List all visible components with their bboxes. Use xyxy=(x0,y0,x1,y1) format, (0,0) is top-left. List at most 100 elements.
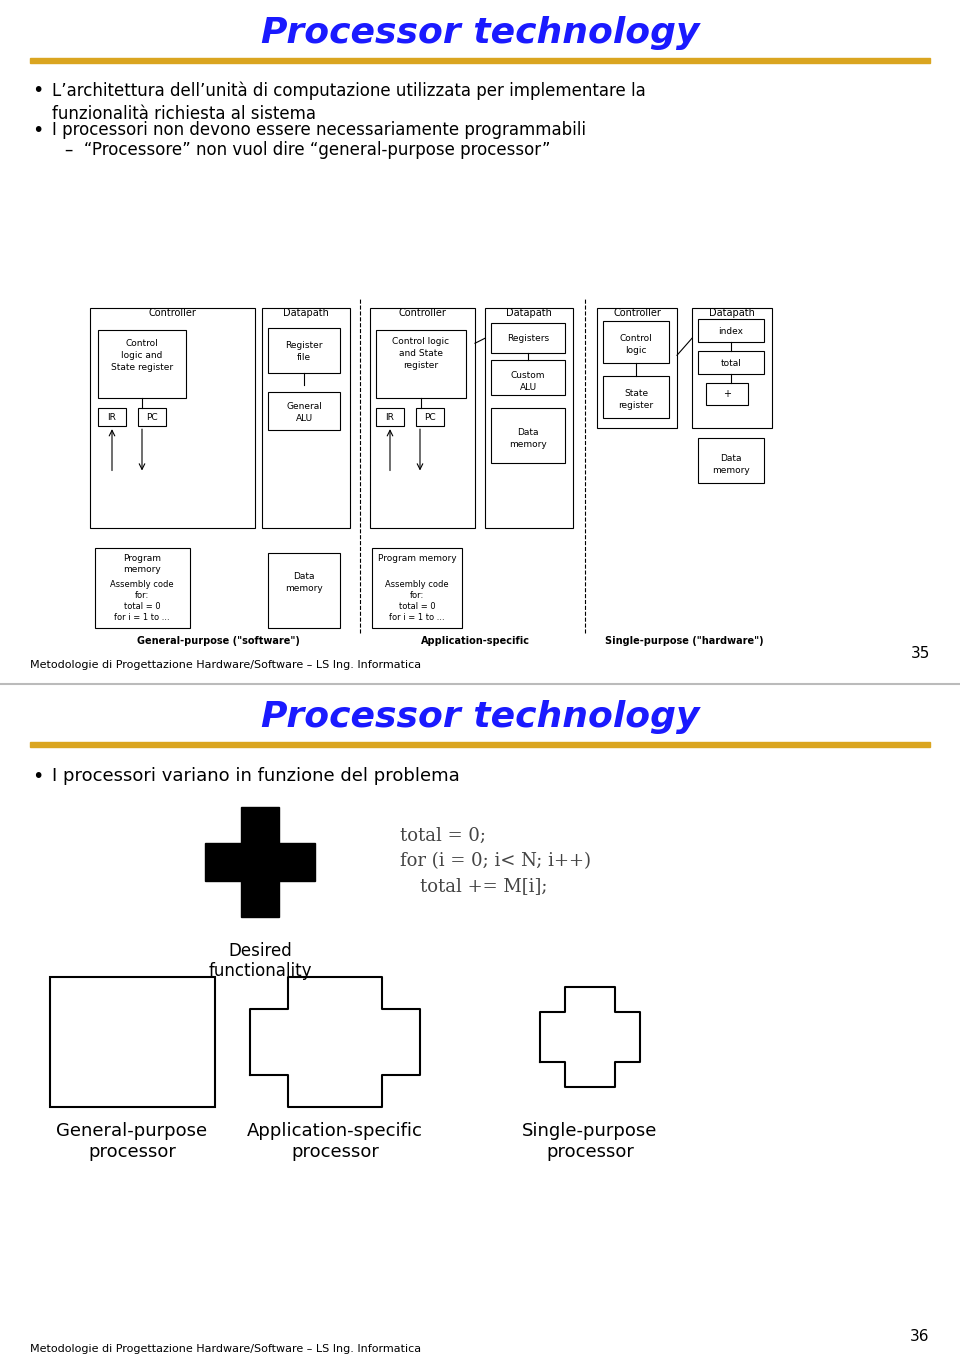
Text: PC: PC xyxy=(424,413,436,422)
Text: I processori variano in funzione del problema: I processori variano in funzione del pro… xyxy=(52,767,460,785)
Bar xyxy=(376,409,404,427)
Text: memory: memory xyxy=(285,584,323,593)
Text: total: total xyxy=(721,358,741,368)
Text: General-purpose ("software"): General-purpose ("software") xyxy=(136,637,300,647)
Text: State register: State register xyxy=(111,362,173,372)
Text: IR: IR xyxy=(386,413,395,422)
Text: for i = 1 to ...: for i = 1 to ... xyxy=(389,612,444,622)
Text: IR: IR xyxy=(108,413,116,422)
Text: General: General xyxy=(286,402,322,411)
Text: Data: Data xyxy=(293,571,315,581)
Text: I processori non devono essere necessariamente programmabili: I processori non devono essere necessari… xyxy=(52,122,586,139)
Text: Processor technology: Processor technology xyxy=(261,16,699,51)
Bar xyxy=(698,351,764,375)
Text: Data: Data xyxy=(517,428,539,437)
Bar xyxy=(50,976,215,1107)
Text: Custom: Custom xyxy=(511,370,545,380)
Bar xyxy=(376,331,466,398)
Bar xyxy=(491,361,565,395)
Text: Desired
functionality: Desired functionality xyxy=(208,942,312,980)
Text: PC: PC xyxy=(146,413,157,422)
Bar xyxy=(262,308,350,529)
Text: memory: memory xyxy=(509,440,547,448)
Text: State: State xyxy=(624,388,648,398)
Text: total = 0;: total = 0; xyxy=(400,827,486,845)
Bar xyxy=(698,439,764,484)
Text: Metodologie di Progettazione Hardware/Software – LS Ing. Informatica: Metodologie di Progettazione Hardware/So… xyxy=(30,1344,421,1353)
Text: Datapath: Datapath xyxy=(506,308,552,319)
Bar xyxy=(692,308,772,428)
Bar xyxy=(706,383,748,405)
Text: Application-specific: Application-specific xyxy=(420,637,530,647)
Bar xyxy=(268,328,340,373)
Bar xyxy=(98,409,126,427)
Text: Controller: Controller xyxy=(148,308,196,319)
Bar xyxy=(372,548,462,629)
Text: •: • xyxy=(32,767,43,786)
Bar xyxy=(698,320,764,342)
Text: index: index xyxy=(718,327,743,336)
Bar xyxy=(416,409,444,427)
Text: register: register xyxy=(618,401,654,410)
Text: Single-purpose ("hardware"): Single-purpose ("hardware") xyxy=(605,637,763,647)
Text: +: + xyxy=(723,390,731,399)
Text: L’architettura dell’unità di computazione utilizzata per implementare la
funzion: L’architettura dell’unità di computazion… xyxy=(52,81,646,123)
Text: for (i = 0; i< N; i++): for (i = 0; i< N; i++) xyxy=(400,852,591,869)
Text: Control: Control xyxy=(126,339,158,347)
Text: Data: Data xyxy=(720,454,742,463)
Text: logic and: logic and xyxy=(121,351,162,360)
Text: ALU: ALU xyxy=(519,383,537,392)
Text: ALU: ALU xyxy=(296,414,313,422)
Text: memory: memory xyxy=(123,565,161,574)
Text: •: • xyxy=(32,122,43,139)
Text: •: • xyxy=(32,81,43,100)
Text: register: register xyxy=(403,361,439,369)
Text: Datapath: Datapath xyxy=(283,308,329,319)
Text: Control: Control xyxy=(619,334,653,343)
Bar xyxy=(370,308,475,529)
Text: memory: memory xyxy=(712,466,750,474)
Bar xyxy=(30,57,930,63)
Text: file: file xyxy=(297,353,311,362)
Bar xyxy=(491,409,565,463)
Text: Register: Register xyxy=(285,340,323,350)
Text: Registers: Registers xyxy=(507,334,549,343)
Text: Assembly code: Assembly code xyxy=(385,580,449,589)
Bar xyxy=(597,308,677,428)
Bar xyxy=(603,376,669,418)
Text: for i = 1 to ...: for i = 1 to ... xyxy=(114,612,170,622)
Text: and State: and State xyxy=(399,349,443,358)
Text: for:: for: xyxy=(410,591,424,600)
Bar xyxy=(90,308,255,529)
Text: Processor technology: Processor technology xyxy=(261,700,699,734)
Bar xyxy=(485,308,573,529)
Bar xyxy=(95,548,190,629)
Text: Control logic: Control logic xyxy=(393,336,449,346)
Text: Datapath: Datapath xyxy=(709,308,755,319)
Text: total = 0: total = 0 xyxy=(124,601,160,611)
Bar xyxy=(98,331,186,398)
Text: Assembly code: Assembly code xyxy=(110,580,174,589)
Text: Application-specific
processor: Application-specific processor xyxy=(247,1122,423,1161)
Bar xyxy=(205,842,315,880)
Bar xyxy=(603,321,669,364)
Text: General-purpose
processor: General-purpose processor xyxy=(57,1122,207,1161)
Text: logic: logic xyxy=(625,346,647,355)
Bar xyxy=(30,741,930,746)
Text: total += M[i];: total += M[i]; xyxy=(420,876,547,894)
Bar xyxy=(241,807,279,917)
Text: 35: 35 xyxy=(910,647,929,662)
Text: Controller: Controller xyxy=(613,308,660,319)
Bar xyxy=(138,409,166,427)
Text: Single-purpose
processor: Single-purpose processor xyxy=(522,1122,658,1161)
Text: Metodologie di Progettazione Hardware/Software – LS Ing. Informatica: Metodologie di Progettazione Hardware/So… xyxy=(30,660,421,670)
Text: for:: for: xyxy=(134,591,149,600)
Text: –  “Processore” non vuol dire “general-purpose processor”: – “Processore” non vuol dire “general-pu… xyxy=(65,141,550,159)
Text: Program memory: Program memory xyxy=(377,554,456,563)
Text: Program: Program xyxy=(123,554,161,563)
Text: 36: 36 xyxy=(910,1330,929,1345)
Text: Controller: Controller xyxy=(398,308,446,319)
Bar xyxy=(491,323,565,353)
Bar xyxy=(268,554,340,629)
Bar xyxy=(268,392,340,431)
